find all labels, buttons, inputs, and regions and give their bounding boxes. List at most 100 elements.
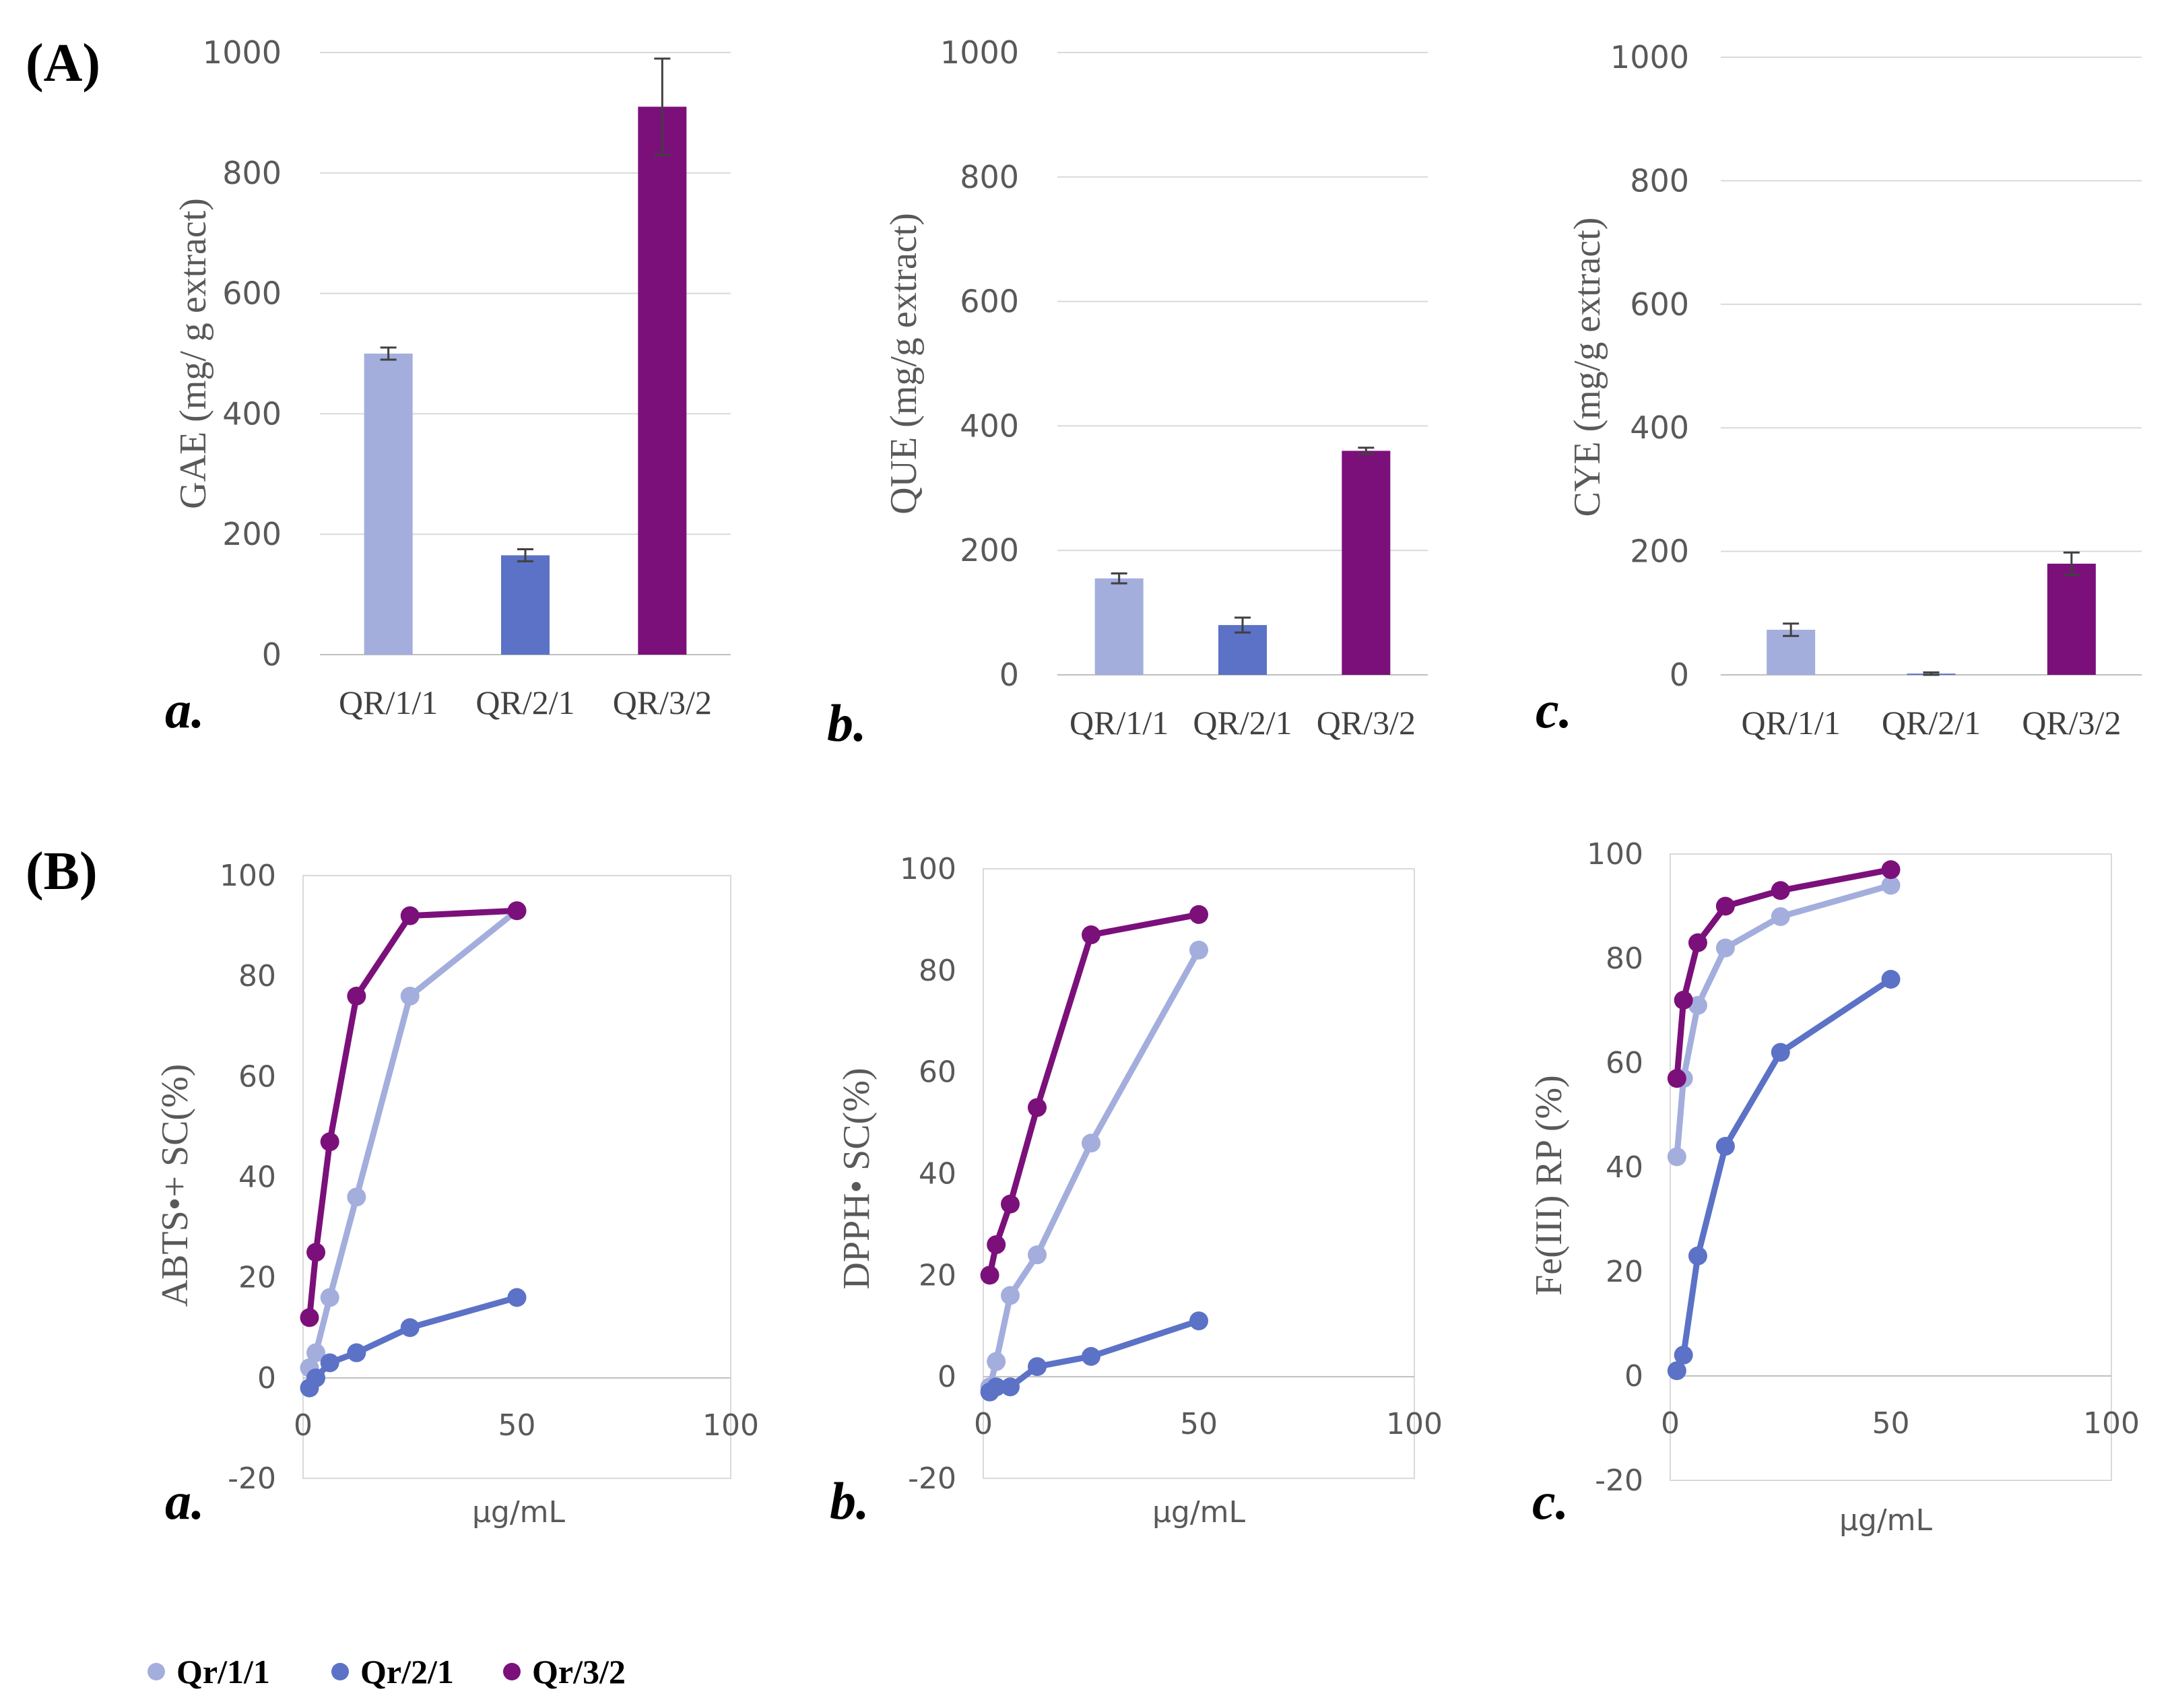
data-point-QR-2-1: [987, 1377, 1006, 1397]
y-tick-label: 20: [238, 1261, 276, 1295]
series-line-QR-1-1: [306, 907, 520, 1371]
y-tick-label: 20: [919, 1258, 956, 1292]
y-tick-label: 80: [238, 959, 276, 993]
y-tick-label: 1000: [203, 34, 282, 71]
x-category-label: QR/2/1: [1882, 704, 1981, 742]
series-line-QR-2-1: [306, 1294, 520, 1391]
data-point-QR-3-2: [306, 1243, 326, 1262]
plot-frame: [302, 875, 731, 1479]
data-point-QR-1-1: [347, 1187, 366, 1207]
y-tick-label: 0: [937, 1360, 956, 1394]
x-category-label: QR/2/1: [475, 684, 574, 721]
data-point-QR-3-2: [987, 1235, 1006, 1255]
panel-label-b: (B): [26, 842, 98, 901]
plot-frame: [983, 868, 1415, 1479]
x-category-label: QR/3/2: [1317, 704, 1416, 742]
bar-QR-1-1: [364, 354, 413, 655]
data-point-QR-3-2: [347, 987, 366, 1006]
bar-QR-1-1: [1767, 630, 1816, 675]
y-tick-label: 0: [257, 1361, 276, 1395]
panel-sublabel-Ab: b.: [827, 694, 867, 752]
data-point-QR-2-1: [1688, 1246, 1707, 1266]
y-axis-title-Ab: QUE (mg/g extract): [883, 213, 925, 515]
y-tick-label: 40: [919, 1157, 956, 1191]
legend-label: Qr/1/1: [176, 1653, 270, 1690]
data-point-QR-2-1: [1028, 1357, 1047, 1377]
data-point-QR-2-1: [320, 1353, 339, 1373]
data-point-QR-1-1: [1189, 940, 1208, 960]
data-point-QR-3-2: [1688, 933, 1707, 952]
chart-Ac: CYE (mg/g extract) c. 0 200 400 600 800 1000 QR/…: [1536, 39, 2142, 742]
series-line-QR-2-1: [1674, 976, 1894, 1374]
bar-QR-3-2: [2047, 563, 2096, 675]
data-point-QR-1-1: [1082, 1134, 1100, 1153]
x-tick-label: 100: [702, 1408, 759, 1443]
y-tick-label: 200: [960, 532, 1019, 568]
y-tick-label: -20: [1595, 1464, 1643, 1498]
x-tick-label: 50: [498, 1408, 536, 1443]
data-point-QR-3-2: [1715, 896, 1735, 916]
data-point-QR-3-2: [1001, 1194, 1020, 1214]
y-tick-label: 200: [1630, 533, 1689, 570]
data-point-QR-1-1: [320, 1288, 339, 1307]
y-tick-label: 0: [1624, 1359, 1643, 1393]
data-point-QR-2-1: [1881, 970, 1901, 989]
x-category-label: QR/1/1: [1742, 704, 1841, 742]
bar-QR-1-1: [1094, 578, 1144, 675]
x-category-label: QR/1/1: [1069, 704, 1169, 742]
x-category-label: QR/2/1: [1193, 704, 1292, 742]
y-tick-label: 40: [238, 1160, 276, 1195]
data-point-QR-1-1: [1715, 938, 1735, 958]
data-point-QR-1-1: [1881, 876, 1901, 895]
data-point-QR-1-1: [1667, 1147, 1686, 1167]
y-tick-label: 20: [1606, 1255, 1643, 1289]
x-category-label: QR/3/2: [2022, 704, 2121, 742]
y-tick-label: 600: [1630, 286, 1689, 323]
x-tick-label: 100: [2083, 1406, 2140, 1441]
y-tick-label: 800: [1630, 162, 1689, 199]
legend-label: Qr/2/1: [360, 1653, 454, 1690]
chart-Bb: DPPH• SC(%) b. -20 0 20 40 60 80 100 0 50 100 µg/mL: [830, 852, 1443, 1530]
y-tick-label: 600: [960, 284, 1019, 320]
y-tick-label: 1000: [940, 34, 1019, 71]
y-tick-label: 80: [919, 954, 956, 988]
x-tick-label: 0: [974, 1407, 993, 1441]
bar-QR-3-2: [1342, 451, 1391, 675]
data-point-QR-3-2: [300, 1308, 319, 1327]
y-tick-label: 100: [1587, 837, 1643, 872]
data-point-QR-1-1: [1001, 1286, 1020, 1305]
data-point-QR-1-1: [306, 1343, 326, 1362]
y-tick-label: 40: [1606, 1150, 1643, 1185]
data-point-QR-2-1: [1674, 1346, 1693, 1365]
y-tick-label: 800: [960, 159, 1019, 195]
chart-Ab: QUE (mg/g extract) b. 0 200 400 600 800 1000 QR/…: [827, 34, 1428, 752]
y-tick-label: 0: [1670, 657, 1689, 693]
bar-QR-2-1: [501, 555, 550, 655]
data-point-QR-3-2: [1028, 1098, 1047, 1117]
data-point-QR-1-1: [400, 987, 420, 1006]
y-tick-label: -20: [908, 1461, 956, 1496]
data-point-QR-3-2: [400, 906, 420, 925]
y-tick-label: 200: [222, 516, 282, 552]
legend-marker: [331, 1663, 349, 1680]
y-tick-label: 0: [262, 636, 282, 673]
series-line-QR-3-2: [1674, 866, 1894, 1082]
chart-Aa: GAE (mg/ g extract) a. 0 200 400 600 800 1000 QR…: [165, 34, 731, 739]
y-tick-label: 800: [222, 155, 282, 191]
data-point-QR-2-1: [1082, 1347, 1100, 1366]
bar-QR-3-2: [638, 106, 687, 655]
y-axis-title-Bb: DPPH• SC(%): [836, 1068, 878, 1289]
x-category-label: QR/3/2: [613, 684, 712, 721]
chart-Ba: ABTS•+ SC(%) a. -20 0 20 40 60 80 100 0 50 100 µg/mL: [154, 859, 759, 1530]
charts: GAE (mg/ g extract)a.02004006008001000QR…: [154, 34, 2142, 1538]
data-point-QR-3-2: [1771, 881, 1790, 900]
data-point-QR-3-2: [980, 1266, 999, 1285]
legend-label: Qr/3/2: [532, 1653, 626, 1690]
data-point-QR-2-1: [400, 1318, 420, 1338]
data-point-QR-3-2: [1667, 1069, 1686, 1088]
x-axis-title-Bc: µg/mL: [1839, 1503, 1933, 1538]
data-point-QR-3-2: [1881, 860, 1901, 880]
y-tick-label: 60: [919, 1055, 956, 1090]
legend-marker: [503, 1663, 521, 1680]
